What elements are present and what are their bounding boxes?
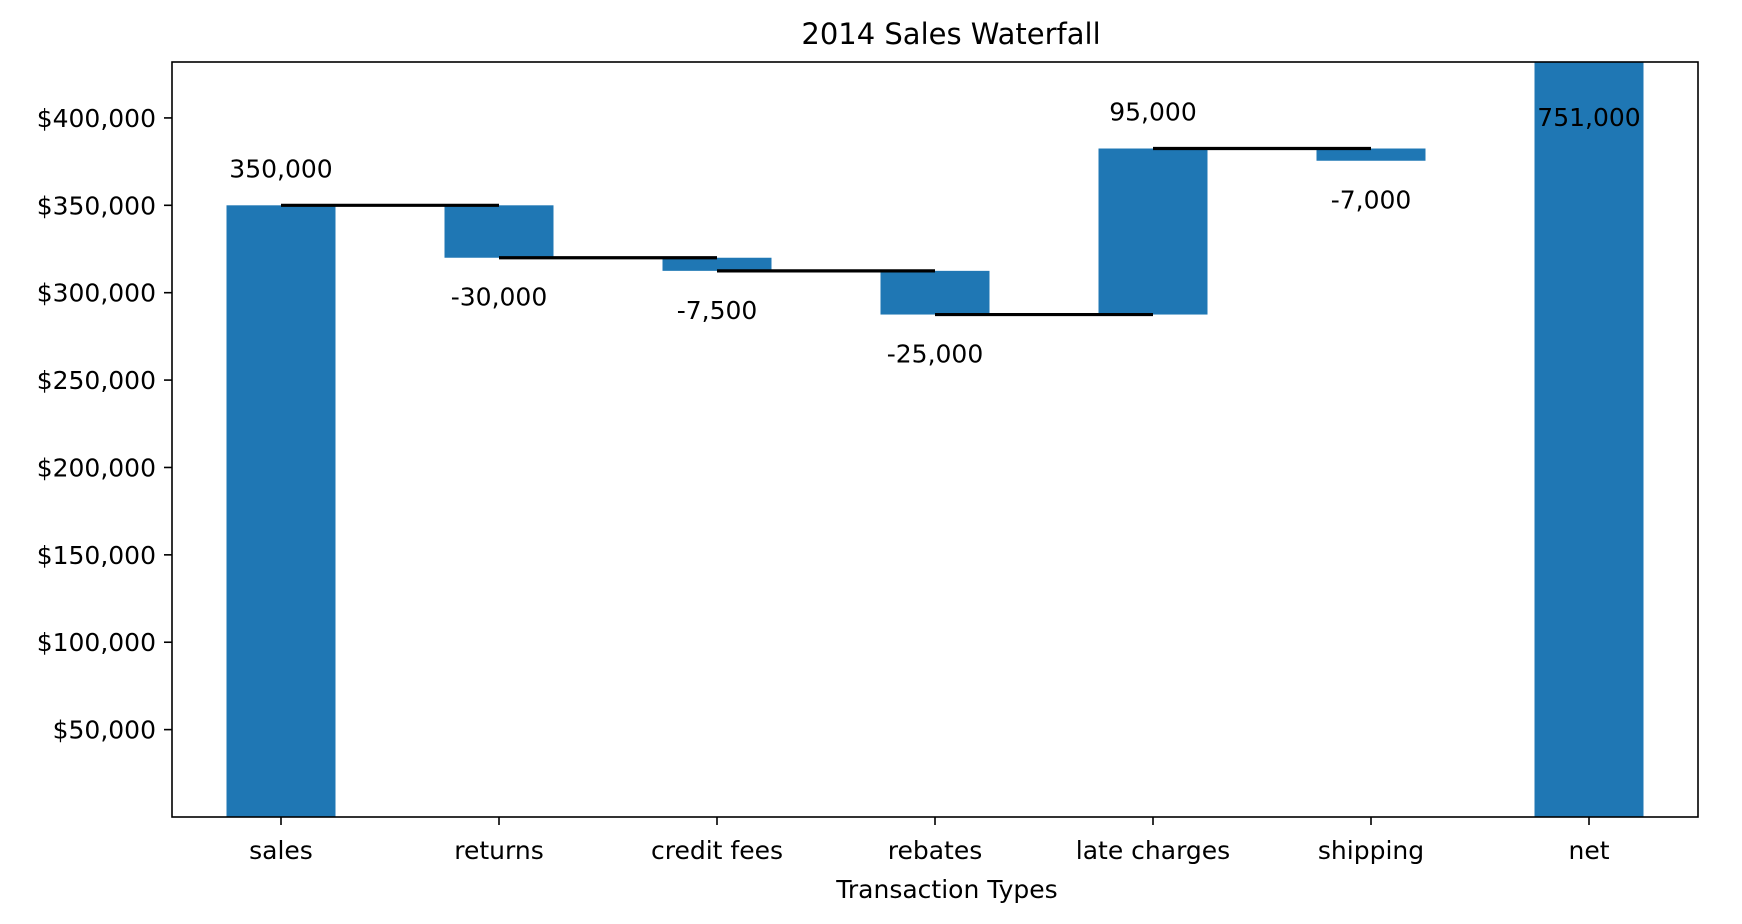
data-label: -7,000 <box>1331 186 1412 215</box>
bar-rebates <box>880 270 990 315</box>
x-tick-label: rebates <box>888 836 983 865</box>
x-axis-label: Transaction Types <box>835 875 1057 904</box>
bar-sales <box>226 205 336 817</box>
x-tick-label: shipping <box>1318 836 1424 865</box>
y-tick-label: $150,000 <box>37 541 156 570</box>
x-axis: sales returns credit fees rebates late charg… <box>249 817 1610 865</box>
data-label: 350,000 <box>229 154 332 183</box>
bars-layer <box>226 62 1644 817</box>
plot-frame <box>171 61 1699 818</box>
data-label: -30,000 <box>451 283 548 312</box>
data-labels-layer: 350,000 -30,000 -7,500 -25,000 95,000 -7,000 7… <box>229 98 1640 369</box>
y-tick-label: $250,000 <box>37 366 156 395</box>
x-tick-label: net <box>1568 836 1609 865</box>
y-tick-label: $350,000 <box>37 191 156 220</box>
y-axis: $50,000 $100,000 $150,000 $200,000 $250,000 $… <box>37 104 172 745</box>
x-tick-label: credit fees <box>651 836 783 865</box>
connectors-layer <box>281 146 1371 317</box>
y-tick-label: $400,000 <box>37 104 156 133</box>
data-label: 751,000 <box>1537 103 1640 132</box>
y-tick-label: $300,000 <box>37 279 156 308</box>
bar-late-charges <box>1098 148 1208 315</box>
data-label: 95,000 <box>1109 98 1196 127</box>
bar-credit-fees <box>662 257 772 271</box>
y-tick-label: $50,000 <box>53 716 156 745</box>
y-tick-label: $100,000 <box>37 628 156 657</box>
y-tick-label: $200,000 <box>37 453 156 482</box>
bar-returns <box>444 205 554 258</box>
data-label: -25,000 <box>887 340 984 369</box>
chart-title: 2014 Sales Waterfall <box>801 17 1100 51</box>
x-tick-label: late charges <box>1076 836 1230 865</box>
bar-shipping <box>1316 148 1426 161</box>
x-tick-label: sales <box>249 836 313 865</box>
bar-net <box>1534 62 1644 817</box>
x-tick-label: returns <box>454 836 543 865</box>
data-label: -7,500 <box>677 296 758 325</box>
